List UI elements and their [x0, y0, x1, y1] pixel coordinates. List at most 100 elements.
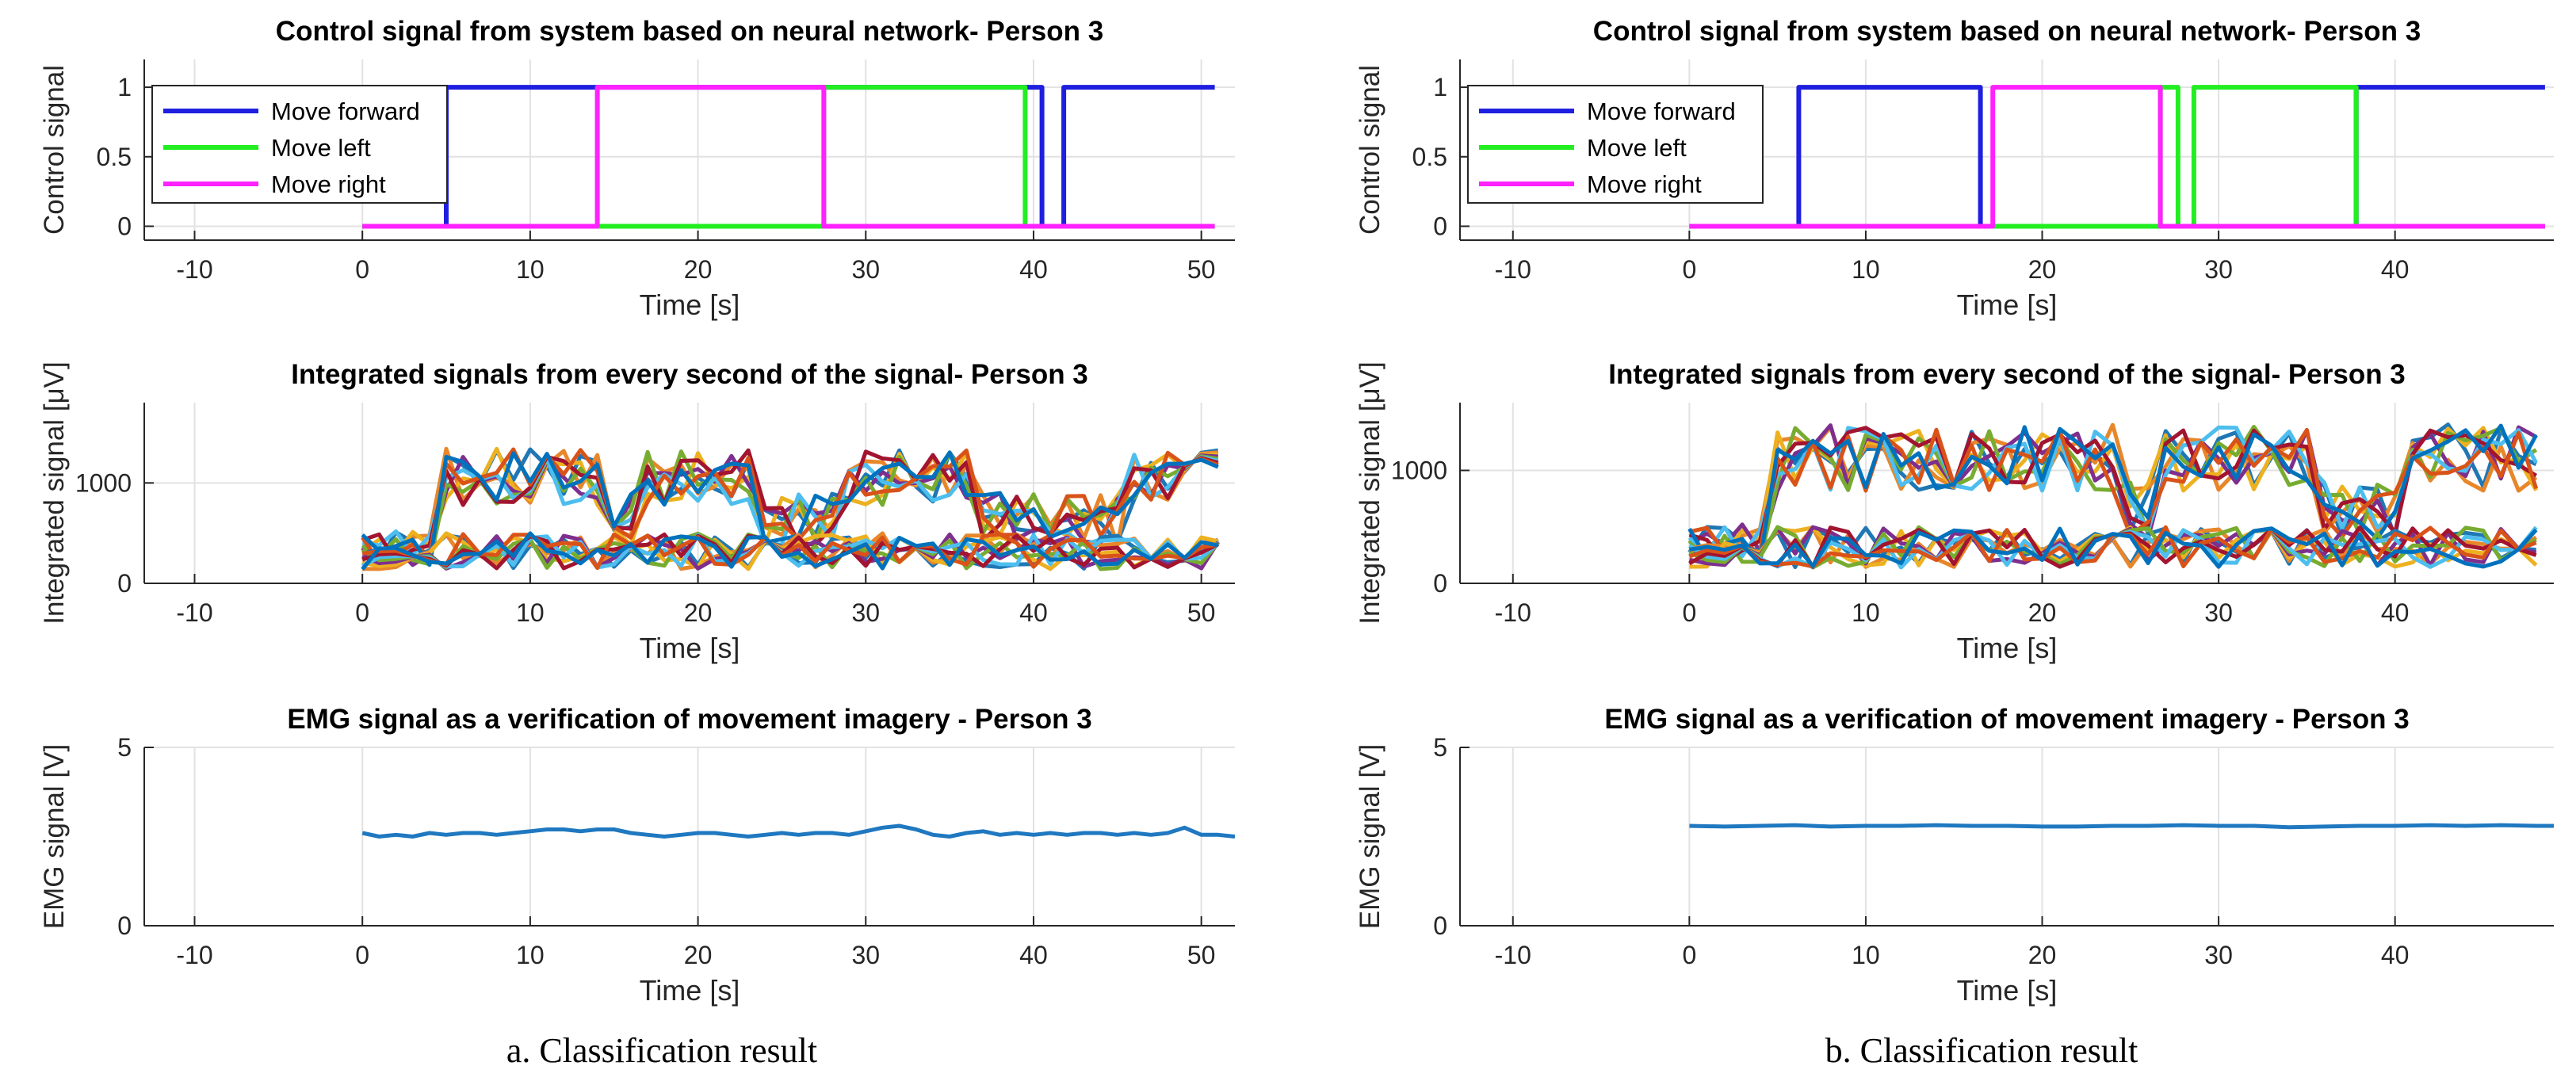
series-group [361, 823, 1235, 839]
y-tick-label: 1000 [75, 468, 132, 497]
y-tick-label: 1 [1433, 73, 1447, 101]
series-line-emg [1689, 823, 2554, 830]
chart-a-emg: -10 0 10 20 30 40 50 0 5 EMG signal as a verifica… [39, 704, 1235, 1007]
x-tick-label: 50 [1187, 598, 1216, 627]
x-tick-label: 20 [2028, 255, 2057, 284]
legend-entry: Move right [1587, 170, 1702, 198]
y-tick-label: 0.5 [1412, 143, 1447, 171]
x-tick-label: 10 [516, 255, 545, 284]
series-line-emg [361, 823, 1235, 839]
x-tick-label: 20 [684, 941, 713, 969]
series-line [1687, 423, 2538, 565]
x-tick-label: 20 [2028, 941, 2057, 969]
caption-a: a. Classification result [506, 1031, 818, 1070]
legend: Move forward Move left Move right [1467, 85, 1764, 204]
x-tick-label: 0 [355, 255, 369, 284]
y-axis-label: Integrated signal [μV] [1355, 361, 1385, 624]
y-tick-label: 1000 [1391, 457, 1447, 485]
x-tick-label: 0 [1682, 598, 1696, 627]
x-tick-label: 40 [1019, 255, 1048, 284]
chart-b-emg: -10 0 10 20 30 40 0 5 EMG signal as a verificati… [1355, 704, 2554, 1007]
x-tick-label: 0 [355, 598, 369, 627]
x-axis-label: Time [s] [1957, 288, 2058, 321]
x-tick-label: 30 [2204, 598, 2233, 627]
x-axis-label: Time [s] [640, 974, 740, 1007]
series-line [1689, 526, 2538, 569]
x-tick-label: 30 [851, 598, 880, 627]
x-tick-label: 20 [684, 598, 713, 627]
series-line [361, 531, 1219, 571]
y-axis-label: Control signal [1355, 65, 1385, 235]
y-tick-label: 0 [1433, 212, 1447, 240]
series-group [1689, 823, 2554, 830]
x-tick-label: 10 [1852, 255, 1880, 284]
plot-area [144, 747, 1235, 926]
chart-b-integrated: -10 0 10 20 30 40 0 1000 Integrated signals from… [1355, 359, 2554, 664]
x-tick-label: 0 [355, 941, 369, 969]
chart-title: Control signal from system based on neur… [276, 16, 1103, 47]
x-tick-label: 20 [2028, 598, 2057, 627]
x-tick-label: 50 [1187, 255, 1216, 284]
legend-entry: Move right [271, 170, 386, 198]
chart-title: Control signal from system based on neur… [1593, 16, 2421, 47]
chart-b-control: -10 0 10 20 30 40 0 0.5 1 Control signal from sys… [1355, 16, 2554, 321]
series-line [1688, 427, 2539, 555]
legend-entry: Move left [1587, 134, 1687, 162]
legend-entry: Move forward [271, 97, 420, 125]
x-tick-label: 10 [1852, 598, 1880, 627]
x-tick-label: 10 [516, 941, 545, 969]
x-tick-label: 50 [1187, 941, 1216, 969]
plot-area [1460, 747, 2554, 926]
x-tick-label: 10 [1852, 941, 1880, 969]
x-tick-label: 0 [1682, 255, 1696, 284]
x-tick-label: 0 [1682, 941, 1696, 969]
series-line [361, 532, 1219, 571]
x-tick-label: -10 [176, 941, 212, 969]
x-tick-label: 30 [851, 255, 880, 284]
chart-a-control: -10 0 10 20 30 40 50 0 0.5 1 Control signal from s… [39, 16, 1235, 321]
series-group [1687, 422, 2539, 570]
series-line [361, 450, 1219, 567]
series-line [361, 447, 1219, 564]
chart-a-integrated: -10 0 10 20 30 40 50 0 1000 Integrated signals fr… [39, 359, 1235, 664]
chart-title: EMG signal as a verification of movement… [287, 704, 1091, 735]
caption-b: b. Classification result [1825, 1031, 2138, 1070]
x-tick-label: 40 [1019, 941, 1048, 969]
series-line [361, 448, 1219, 564]
x-tick-label: 30 [2204, 941, 2233, 969]
x-tick-label: -10 [1495, 255, 1531, 284]
series-line [361, 532, 1219, 571]
series-line [361, 533, 1220, 570]
x-tick-label: 30 [2204, 255, 2233, 284]
x-axis-label: Time [s] [640, 288, 740, 321]
y-tick-label: 0 [1433, 569, 1447, 598]
y-tick-label: 0 [1433, 911, 1447, 940]
series-group [1689, 85, 2545, 229]
chart-title: Integrated signals from every second of … [291, 359, 1088, 390]
y-axis-label: EMG signal [V] [1355, 744, 1385, 929]
chart-title: EMG signal as a verification of movement… [1604, 704, 2409, 735]
y-axis-label: EMG signal [V] [39, 744, 70, 929]
x-tick-label: 10 [516, 598, 545, 627]
x-tick-label: -10 [1495, 941, 1531, 969]
y-tick-label: 0 [117, 911, 132, 940]
x-axis-label: Time [s] [1957, 974, 2058, 1007]
series-group [361, 446, 1220, 571]
series-line-move-right [362, 85, 1215, 229]
x-tick-label: -10 [1495, 598, 1531, 627]
x-tick-label: 30 [851, 941, 880, 969]
legend-entry: Move left [271, 134, 371, 162]
x-tick-label: 40 [2381, 255, 2410, 284]
y-axis-label: Control signal [39, 65, 70, 235]
x-tick-label: 40 [2381, 941, 2410, 969]
legend-entry: Move forward [1587, 97, 1736, 125]
y-tick-label: 0 [117, 569, 132, 598]
series-line [361, 446, 1218, 557]
y-axis-label: Integrated signal [μV] [39, 361, 70, 624]
legend: Move forward Move left Move right [151, 85, 448, 204]
series-line-move-right [1689, 85, 2545, 229]
y-tick-label: 1 [117, 73, 132, 101]
x-tick-label: -10 [176, 598, 212, 627]
chart-title: Integrated signals from every second of … [1608, 359, 2406, 390]
